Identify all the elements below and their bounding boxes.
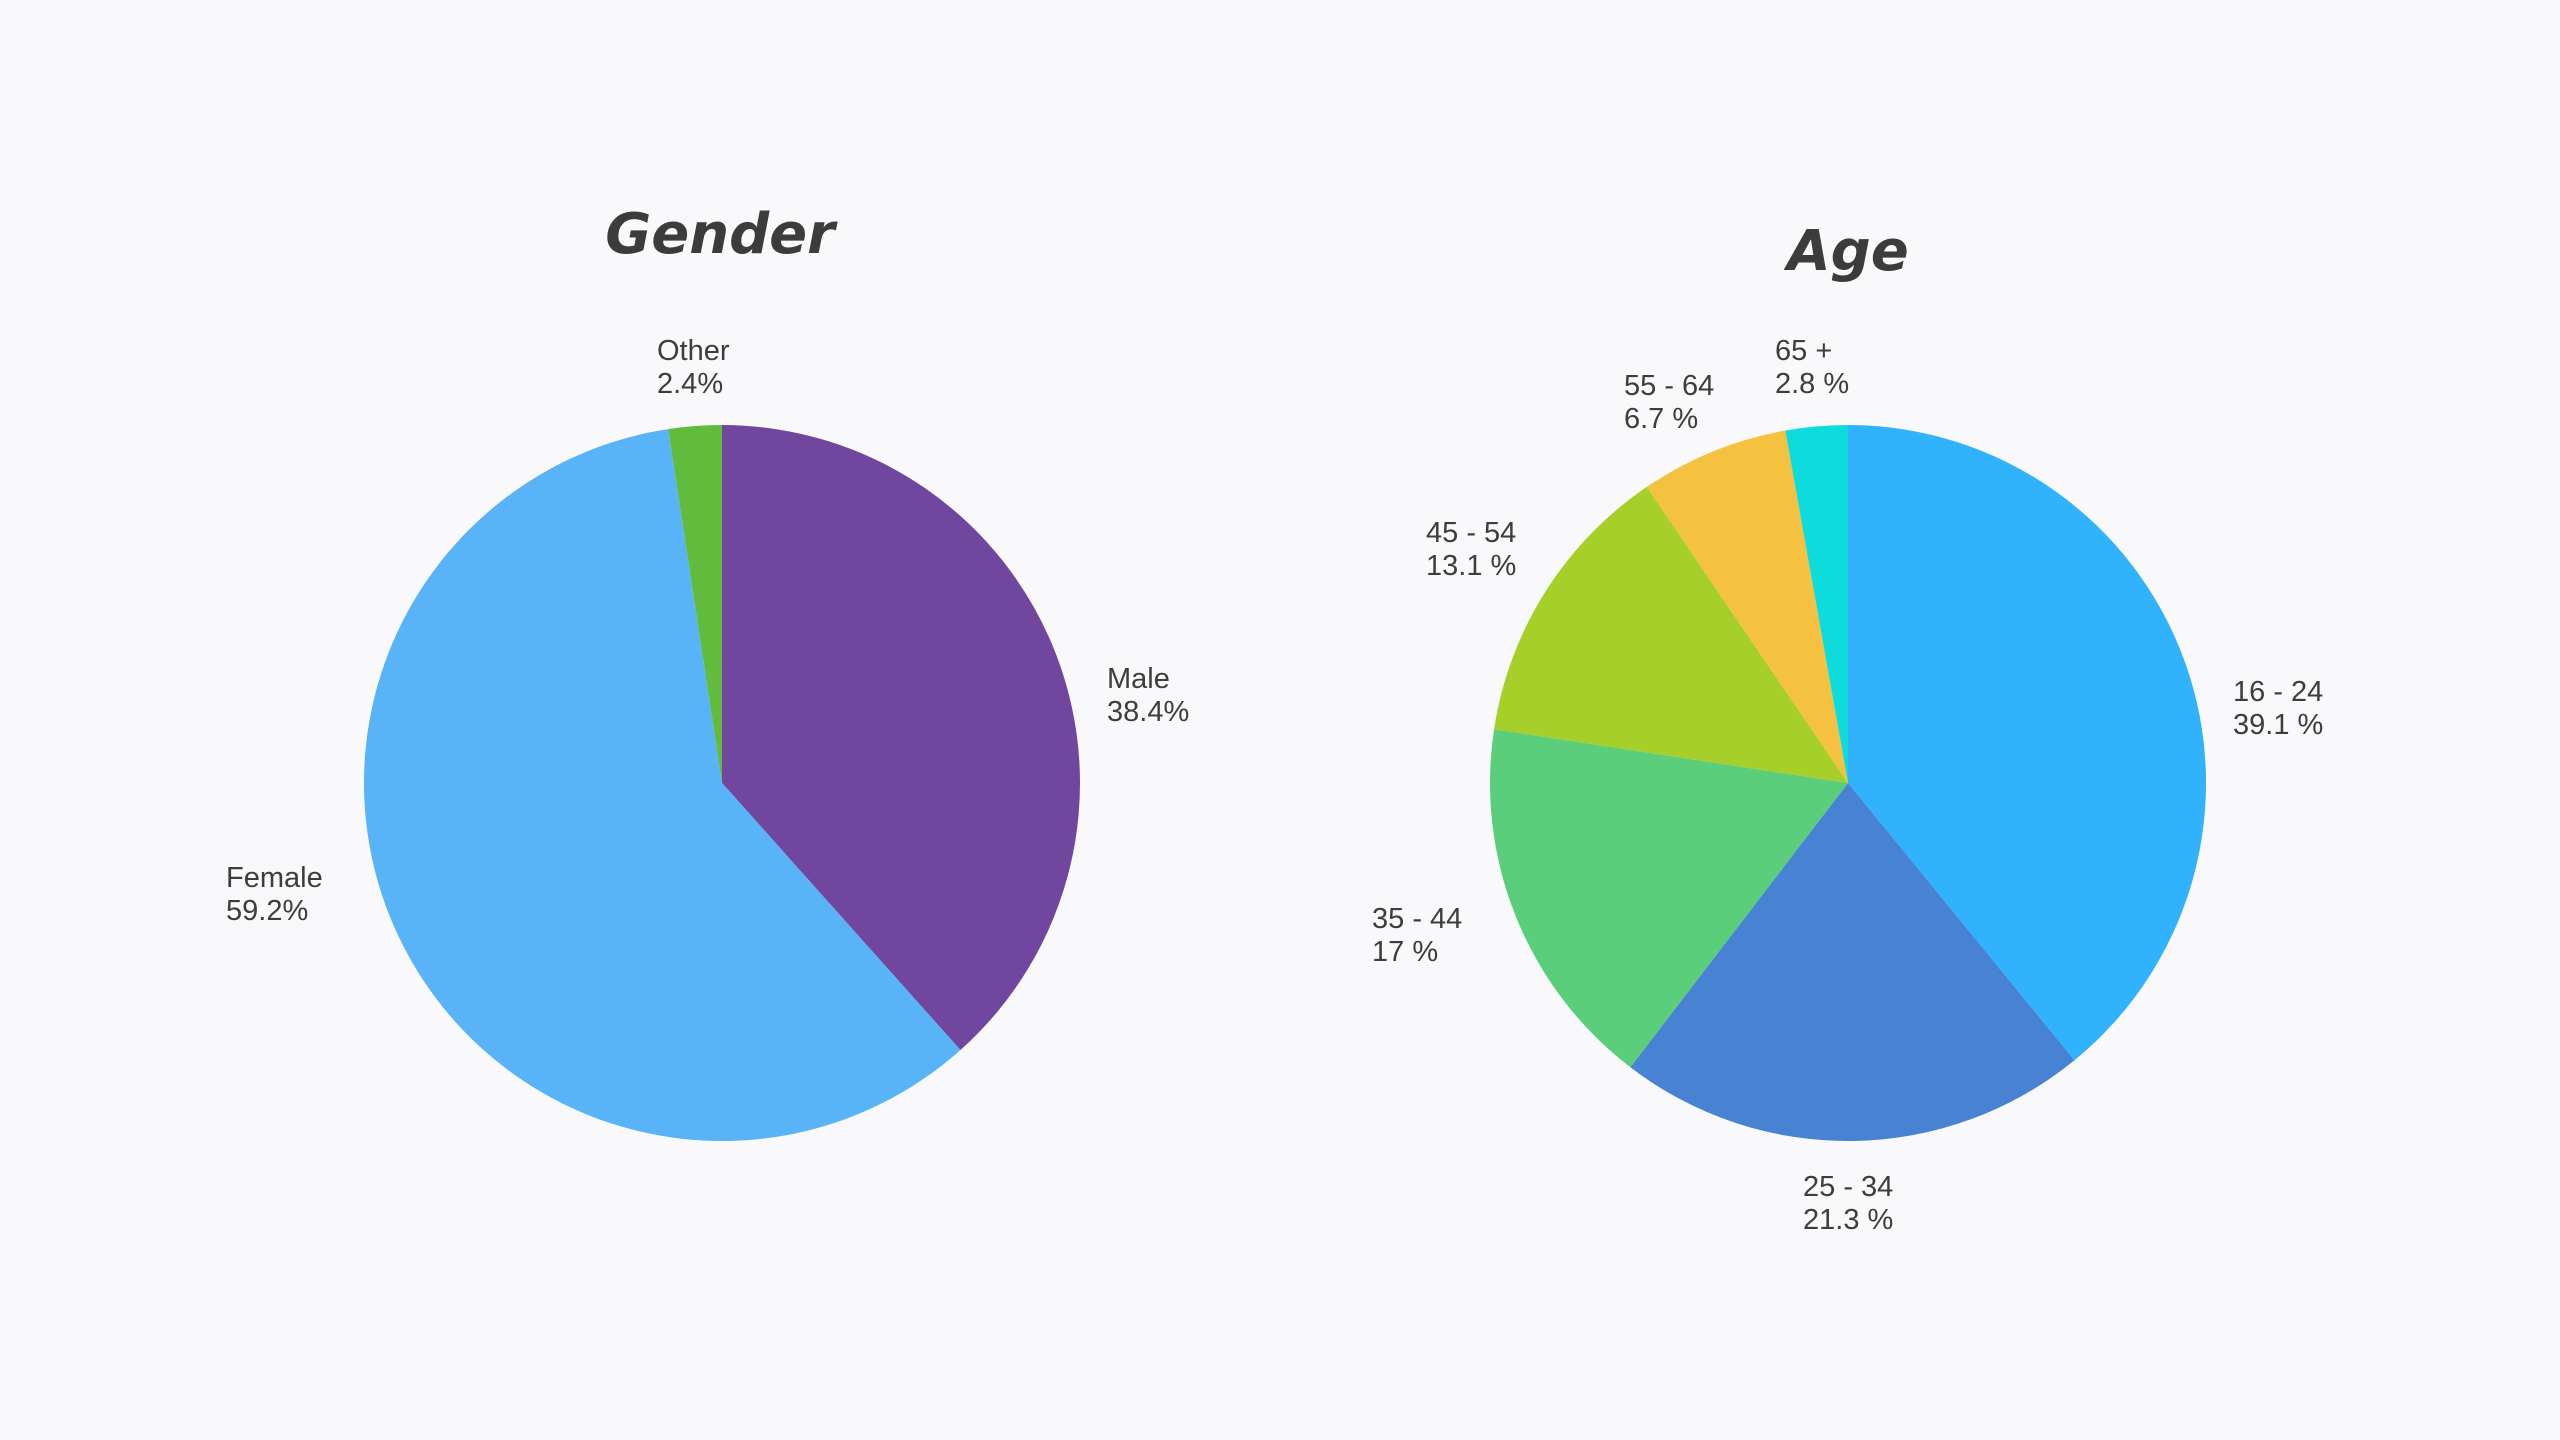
age-label-55-64: 55 - 64 6.7 % <box>1624 370 1714 435</box>
gender-label-male: Male 38.4% <box>1107 663 1189 728</box>
age-slice-65 <box>1785 425 1848 783</box>
age-label-name: 35 - 44 <box>1372 903 1462 935</box>
age-pie-labels: 16 - 24 39.1 % 25 - 34 21.3 % 35 - 44 17 % 45 … <box>1372 335 2323 1236</box>
gender-pie-labels: Male 38.4% Female 59.2% Other 2.4% <box>226 335 1189 927</box>
gender-label-name: Male <box>1107 663 1170 695</box>
age-slice-35-44 <box>1489 729 1848 1068</box>
age-slice-45-54 <box>1494 486 1848 783</box>
age-label-name: 45 - 54 <box>1426 517 1516 549</box>
age-label-16-24: 16 - 24 39.1 % <box>2233 676 2323 741</box>
age-chart-title: Age <box>1783 219 1908 284</box>
age-label-name: 25 - 34 <box>1803 1171 1893 1203</box>
age-label-name: 55 - 64 <box>1624 370 1714 402</box>
gender-label-value: 59.2% <box>226 895 308 927</box>
gender-label-other: Other 2.4% <box>657 335 730 400</box>
age-label-value: 21.3 % <box>1803 1204 1893 1236</box>
age-label-value: 6.7 % <box>1624 403 1698 435</box>
age-label-value: 13.1 % <box>1426 550 1516 582</box>
age-label-25-34: 25 - 34 21.3 % <box>1803 1171 1893 1236</box>
age-label-name: 65 + <box>1775 335 1832 367</box>
age-pie <box>1489 425 2206 1141</box>
gender-label-name: Female <box>226 862 323 894</box>
gender-chart-title: Gender <box>605 202 838 267</box>
age-label-name: 16 - 24 <box>2233 676 2323 708</box>
age-label-value: 39.1 % <box>2233 709 2323 741</box>
gender-pie <box>363 425 1080 1141</box>
gender-slice-male <box>722 425 1080 1051</box>
age-label-35-44: 35 - 44 17 % <box>1372 903 1462 968</box>
gender-slice-female <box>363 429 961 1141</box>
age-label-45-54: 45 - 54 13.1 % <box>1426 517 1516 582</box>
age-label-value: 2.8 % <box>1775 368 1849 400</box>
age-slice-25-34 <box>1630 783 2075 1141</box>
age-label-65: 65 +2.8 % <box>1775 335 1849 400</box>
gender-label-value: 38.4% <box>1107 696 1189 728</box>
age-label-value: 17 % <box>1372 936 1438 968</box>
gender-label-female: Female 59.2% <box>226 862 323 927</box>
gender-label-value: 2.4% <box>657 368 723 400</box>
gender-slice-other <box>668 425 722 783</box>
gender-label-name: Other <box>657 335 730 367</box>
age-slice-55-64 <box>1646 430 1848 783</box>
age-slice-16-24 <box>1848 425 2206 1061</box>
